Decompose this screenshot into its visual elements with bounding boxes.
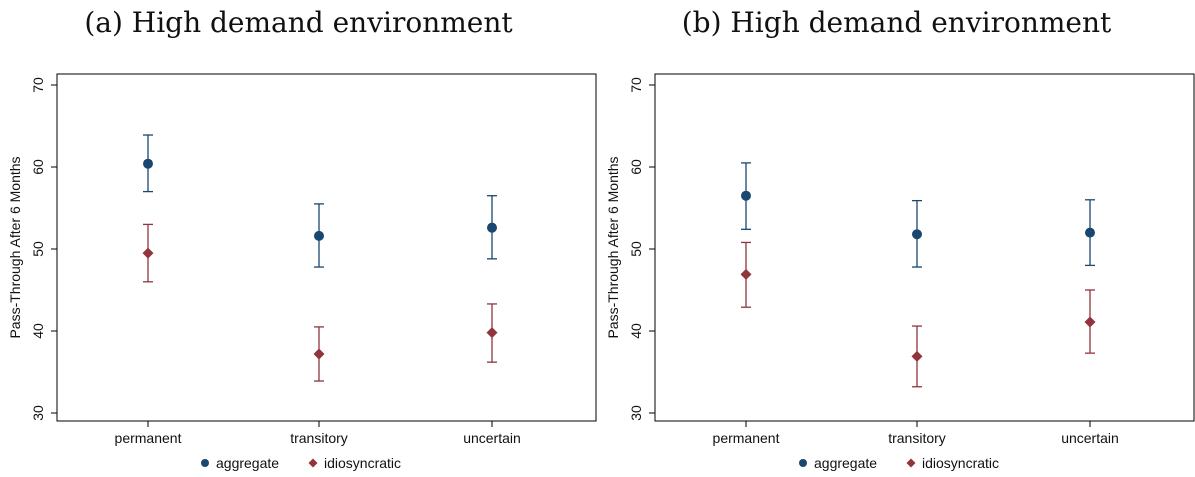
chart-title: (a) High demand environment [84, 6, 513, 39]
y-tick-label: 70 [628, 77, 644, 93]
x-tick-label: uncertain [463, 430, 521, 446]
y-tick-label: 60 [628, 159, 644, 175]
data-point-aggregate [314, 230, 324, 241]
legend-label: idiosyncratic [922, 455, 999, 471]
x-tick-label: transitory [290, 430, 348, 446]
chart-panel-a: (a) High demand environment 30 40 50 60 70 Pa… [0, 0, 597, 477]
x-tick-label: permanent [115, 430, 182, 446]
x-tick-label: transitory [888, 430, 946, 446]
legend-marker-aggregate [799, 459, 807, 467]
y-axis-title: Pass-Through After 6 Months [7, 156, 23, 338]
chart-title: (b) High demand environment [681, 6, 1112, 39]
data-point-aggregate [143, 158, 153, 169]
legend-label: idiosyncratic [324, 455, 401, 471]
legend-marker-idiosyncratic [906, 458, 916, 468]
data-point-idiosyncratic [911, 350, 923, 362]
legend-label: aggregate [216, 455, 279, 471]
y-tick-label: 60 [30, 159, 46, 175]
y-tick-label: 30 [628, 405, 644, 421]
data-point-idiosyncratic [740, 268, 752, 280]
y-tick-label: 40 [628, 323, 644, 339]
plot-frame [654, 73, 1195, 422]
y-tick-label: 50 [628, 241, 644, 257]
y-tick-label: 70 [30, 77, 46, 93]
data-point-aggregate [1085, 227, 1095, 238]
data-point-idiosyncratic [142, 247, 154, 259]
plot-frame [56, 73, 597, 422]
data-point-aggregate [487, 222, 497, 233]
data-point-idiosyncratic [313, 348, 325, 360]
data-point-idiosyncratic [1084, 316, 1096, 328]
data-point-aggregate [741, 190, 751, 201]
chart-b-plot: 30 40 50 60 70 Pass-Through After 6 Months per… [605, 73, 1195, 471]
x-tick-label: permanent [713, 430, 780, 446]
chart-a-plot: 30 40 50 60 70 Pass-Through After 6 Months per… [7, 73, 597, 471]
y-tick-label: 40 [30, 323, 46, 339]
data-point-aggregate [912, 229, 922, 240]
legend-marker-idiosyncratic [308, 458, 318, 468]
x-tick-label: uncertain [1061, 430, 1119, 446]
chart-panel-b: (b) High demand environment 30 40 50 60 70 Pa… [598, 0, 1195, 477]
legend-label: aggregate [814, 455, 877, 471]
legend-marker-aggregate [201, 459, 209, 467]
y-axis-title: Pass-Through After 6 Months [605, 156, 621, 338]
y-tick-label: 30 [30, 405, 46, 421]
y-tick-label: 50 [30, 241, 46, 257]
data-point-idiosyncratic [486, 327, 498, 339]
